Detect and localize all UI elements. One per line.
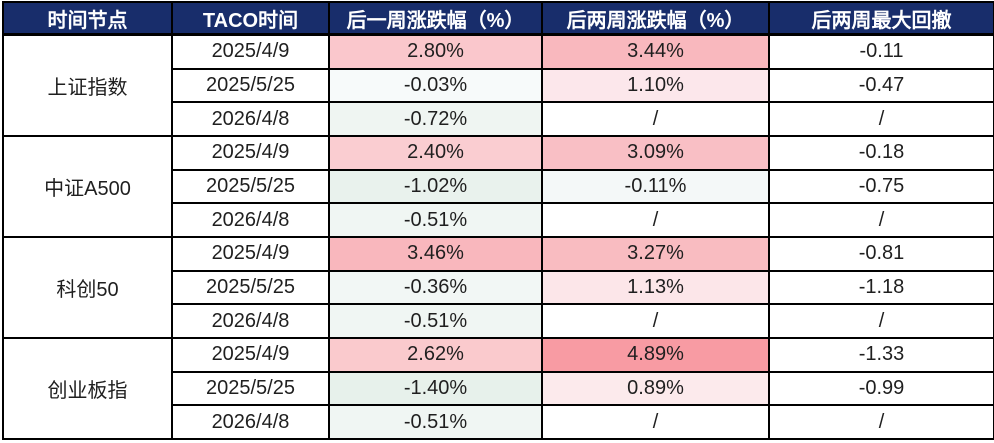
taco-date-cell: 2026/4/8 [171, 404, 330, 440]
table-row: 2025/5/25 -0.36% 1.13% -1.18 [3, 269, 994, 306]
week1-change-cell: 2.40% [328, 134, 543, 171]
max-drawdown-cell: -0.81 [768, 235, 994, 272]
max-drawdown-cell: -0.11 [768, 33, 994, 70]
max-drawdown-cell: -0.18 [768, 134, 994, 171]
week2-change-cell: 0.89% [541, 370, 770, 407]
taco-date-cell: 2025/5/25 [171, 370, 330, 407]
table-row: 2026/4/8 -0.51% / / [3, 202, 994, 238]
week1-change-cell: -0.51% [328, 404, 543, 440]
max-drawdown-cell: / [768, 101, 994, 137]
week2-change-cell: 3.44% [541, 33, 770, 70]
table-row: 2026/4/8 -0.51% / / [3, 303, 994, 339]
table-row: 2025/5/25 -1.02% -0.11% -0.75 [3, 168, 994, 205]
header-time-node: 时间节点 [2, 1, 173, 36]
week2-change-cell: 1.13% [541, 269, 770, 306]
max-drawdown-cell: -0.75 [768, 168, 994, 205]
max-drawdown-cell: / [768, 202, 994, 238]
week2-change-cell: 3.09% [541, 134, 770, 171]
taco-date-cell: 2025/4/9 [171, 235, 330, 272]
week1-change-cell: 3.46% [328, 235, 543, 272]
week2-change-cell: / [541, 303, 770, 339]
taco-date-cell: 2026/4/8 [171, 303, 330, 339]
header-taco-time: TACO时间 [171, 1, 330, 36]
max-drawdown-cell: -0.47 [768, 67, 994, 104]
taco-date-cell: 2025/5/25 [171, 168, 330, 205]
table-row: 上证指数 2025/4/9 2.80% 3.44% -0.11 [2, 33, 994, 137]
week2-change-cell: / [541, 202, 770, 238]
taco-date-cell: 2025/4/9 [171, 33, 330, 70]
week1-change-cell: -0.51% [328, 202, 543, 238]
taco-date-cell: 2025/4/9 [171, 134, 330, 171]
table-row: 科创50 2025/4/9 3.46% 3.27% -0.81 [2, 235, 994, 339]
week1-change-cell: -1.40% [328, 370, 543, 407]
week2-change-cell: / [541, 101, 770, 137]
week1-change-cell: -0.72% [328, 101, 543, 137]
max-drawdown-cell: -1.18 [768, 269, 994, 306]
taco-date-cell: 2026/4/8 [171, 101, 330, 137]
max-drawdown-cell: / [768, 404, 994, 440]
taco-date-cell: 2026/4/8 [171, 202, 330, 238]
week1-change-cell: -0.36% [328, 269, 543, 306]
week1-change-cell: 2.80% [328, 33, 543, 70]
taco-date-cell: 2025/4/9 [171, 336, 330, 373]
week2-change-cell: 3.27% [541, 235, 770, 272]
table-row: 2025/5/25 -0.03% 1.10% -0.47 [3, 67, 994, 104]
week2-change-cell: 1.10% [541, 67, 770, 104]
week1-change-cell: -1.02% [328, 168, 543, 205]
table-row: 中证A500 2025/4/9 2.40% 3.09% -0.18 [2, 134, 994, 238]
index-name-cell: 科创50 [2, 235, 173, 339]
index-name-cell: 中证A500 [2, 134, 173, 238]
week1-change-cell: -0.03% [328, 67, 543, 104]
table-row: 2025/5/25 -1.40% 0.89% -0.99 [3, 370, 994, 407]
week2-change-cell: -0.11% [541, 168, 770, 205]
taco-date-cell: 2025/5/25 [171, 269, 330, 306]
header-row: 时间节点 TACO时间 后一周涨跌幅（%） 后两周涨跌幅（%） 后两周最大回撤 [2, 1, 994, 36]
header-week2-change: 后两周涨跌幅（%） [541, 1, 770, 36]
week2-change-cell: 4.89% [541, 336, 770, 373]
max-drawdown-cell: -1.33 [768, 336, 994, 373]
header-max-drawdown: 后两周最大回撤 [768, 1, 994, 36]
table-row: 2026/4/8 -0.72% / / [3, 101, 994, 137]
table-row: 2026/4/8 -0.51% / / [3, 404, 994, 440]
header-week1-change: 后一周涨跌幅（%） [328, 1, 543, 36]
taco-date-cell: 2025/5/25 [171, 67, 330, 104]
week1-change-cell: 2.62% [328, 336, 543, 373]
week1-change-cell: -0.51% [328, 303, 543, 339]
max-drawdown-cell: -0.99 [768, 370, 994, 407]
index-name-cell: 上证指数 [2, 33, 173, 137]
max-drawdown-cell: / [768, 303, 994, 339]
week2-change-cell: / [541, 404, 770, 440]
index-name-cell: 创业板指 [2, 336, 173, 441]
table-row: 创业板指 2025/4/9 2.62% 4.89% -1.33 [2, 336, 994, 441]
